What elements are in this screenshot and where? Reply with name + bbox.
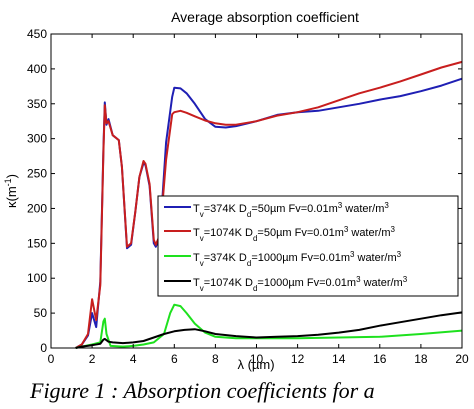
y-axis-label-sup: -1 <box>3 178 13 186</box>
legend-entry-text: water/m <box>342 203 384 215</box>
x-tick-label: 0 <box>48 352 55 366</box>
legend-entry-text: 3 <box>356 275 361 284</box>
legend-entry-text: =50µm Fv=0.01m <box>257 227 343 239</box>
legend-entry-text: v <box>200 210 204 219</box>
legend-entry-text: water/m <box>348 227 390 239</box>
svg-text:κ(m-1): κ(m-1) <box>3 174 19 208</box>
legend-entry-text: 3 <box>391 225 396 234</box>
legend-entry-text: 3 <box>350 250 355 259</box>
legend-entry-text: water/m <box>361 277 403 289</box>
y-tick-label: 350 <box>27 97 47 111</box>
legend-entry-text: v <box>200 259 204 268</box>
legend-entry-text: 3 <box>403 275 408 284</box>
legend: Tv=374K Dd=50µm Fv=0.01m3 water/m3Tv=107… <box>157 195 459 297</box>
y-tick-label: 300 <box>27 132 47 146</box>
x-tick-label: 6 <box>171 352 178 366</box>
y-axis-label-main: κ(m <box>4 186 19 208</box>
legend-entry-text: T <box>193 203 200 215</box>
y-tick-label: 50 <box>34 306 48 320</box>
y-tick-label: 400 <box>27 62 47 76</box>
chart-title: Average absorption coefficient <box>171 9 359 25</box>
legend-entry-text: =1074K D <box>204 277 253 289</box>
x-tick-label: 2 <box>89 352 96 366</box>
legend-entry-text: 3 <box>384 201 389 210</box>
x-tick-label: 4 <box>130 352 137 366</box>
legend-entry-4: Tv=1074K Dd=1000µm Fv=0.01m3 water/m3 <box>193 275 408 293</box>
legend-entry-text: 3 <box>344 225 349 234</box>
x-axis-label: λ (µm) <box>237 357 274 372</box>
legend-entry-1: Tv=374K Dd=50µm Fv=0.01m3 water/m3 <box>193 201 389 219</box>
x-tick-label: 12 <box>291 352 305 366</box>
x-tick-label: 16 <box>373 352 387 366</box>
series-line-4 <box>75 311 463 349</box>
y-tick-label: 100 <box>27 271 47 285</box>
y-axis-label: κ(m-1) <box>3 174 19 208</box>
legend-entry-text: water/m <box>354 252 396 264</box>
legend-entry-text: d <box>247 259 251 268</box>
y-tick-label: 150 <box>27 236 47 250</box>
legend-entry-text: d <box>247 210 251 219</box>
legend-entry-text: =50µm Fv=0.01m <box>251 203 337 215</box>
y-tick-label: 250 <box>27 167 47 181</box>
legend-entry-text: =374K D <box>204 203 247 215</box>
legend-entry-text: =1000µm Fv=0.01m <box>251 252 350 264</box>
figure-caption: Figure 1 : Absorption coefficients for a <box>30 378 375 403</box>
legend-entry-text: v <box>200 284 204 293</box>
legend-entry-text: =374K D <box>204 252 247 264</box>
legend-entry-3: Tv=374K Dd=1000µm Fv=0.01m3 water/m3 <box>193 250 402 268</box>
legend-entry-text: 3 <box>338 201 343 210</box>
legend-entry-text: d <box>253 284 257 293</box>
legend-entry-text: 3 <box>397 250 402 259</box>
y-tick-label: 0 <box>40 341 47 355</box>
series-line-3 <box>75 303 463 349</box>
legend-entry-text: T <box>193 227 200 239</box>
legend-entry-text: T <box>193 277 200 289</box>
y-tick-label: 450 <box>27 27 47 41</box>
y-tick-label: 200 <box>27 201 47 215</box>
legend-entry-text: =1000µm Fv=0.01m <box>257 277 356 289</box>
legend-entry-text: T <box>193 252 200 264</box>
legend-entry-2: Tv=1074K Dd=50µm Fv=0.01m3 water/m3 <box>193 225 396 243</box>
x-tick-label: 14 <box>332 352 346 366</box>
x-tick-label: 20 <box>455 352 469 366</box>
legend-entry-text: =1074K D <box>204 227 253 239</box>
legend-box <box>157 195 459 297</box>
legend-entry-text: d <box>253 234 257 243</box>
absorption-chart: Average absorption coefficient 0 2 4 6 8 10 12… <box>3 9 469 372</box>
y-axis-label-tail: ) <box>4 174 19 178</box>
x-tick-label: 10 <box>250 352 264 366</box>
x-tick-label: 8 <box>212 352 219 366</box>
x-tick-label: 18 <box>414 352 428 366</box>
legend-entry-text: v <box>200 234 204 243</box>
